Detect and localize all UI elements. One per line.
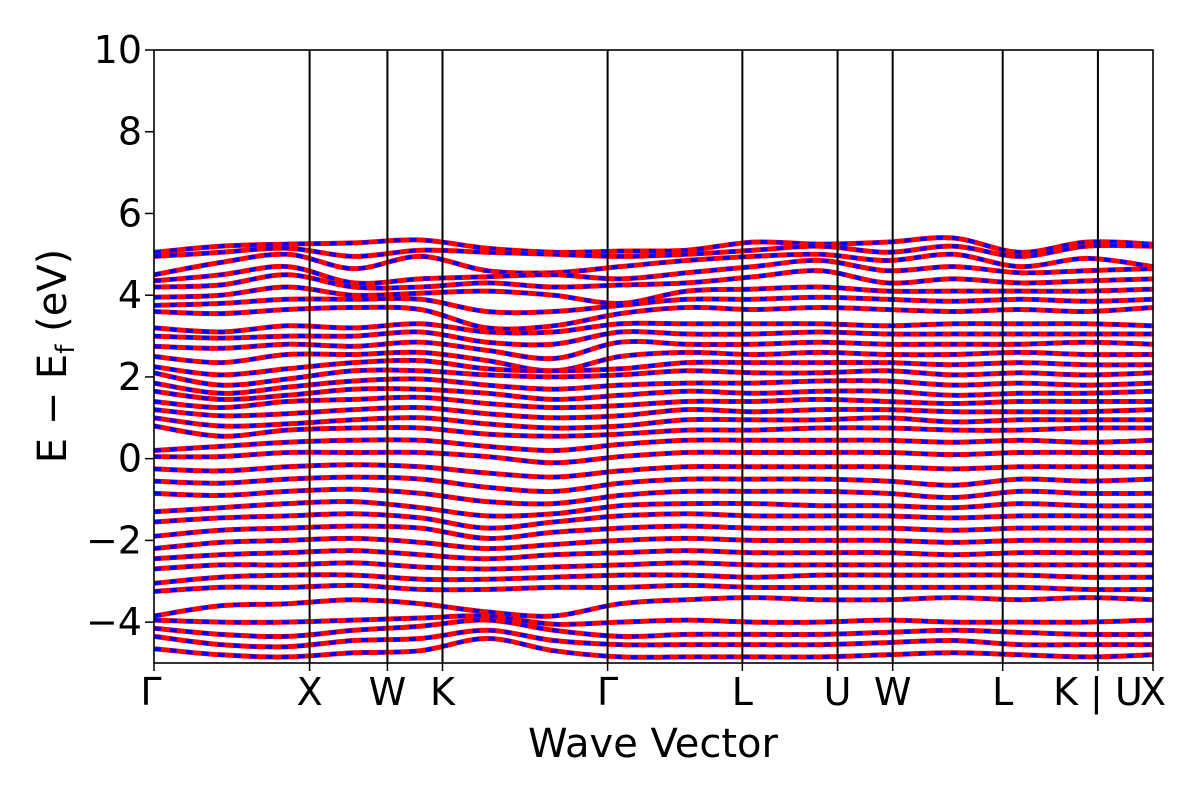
band-line-blue-20 <box>154 437 1153 453</box>
band-line-blue-21 <box>154 450 1153 465</box>
band-line-blue-24 <box>154 487 1153 506</box>
band-line-blue-4 <box>154 268 1153 291</box>
band-line-blue-36 <box>154 628 1153 649</box>
y-axis-label-subscript: f <box>51 344 81 354</box>
band-line-blue-28 <box>154 536 1153 551</box>
band-line-blue-7 <box>154 305 1153 332</box>
band-line-blue-37 <box>154 636 1153 660</box>
band-line-blue-3 <box>154 258 1153 286</box>
band-line-blue-27 <box>154 524 1153 541</box>
band-line-blue-29 <box>154 548 1153 561</box>
y-tick-label: 6 <box>118 191 142 235</box>
x-tick-label: K <box>430 670 456 714</box>
y-axis-label: E − Ef (eV) <box>30 249 81 464</box>
y-tick-label: −2 <box>86 518 142 562</box>
band-line-blue-33 <box>154 595 1153 619</box>
band-line-blue-10 <box>154 339 1153 361</box>
bands-layer <box>154 235 1153 660</box>
x-tick-label: X <box>297 670 323 714</box>
band-line-blue-12 <box>154 358 1153 377</box>
high-symmetry-lines <box>308 50 1099 663</box>
band-line-blue-34 <box>154 613 1153 627</box>
x-axis-label: Wave Vector <box>528 721 779 767</box>
band-line-blue-25 <box>154 499 1153 519</box>
band-line-blue-18 <box>154 415 1153 431</box>
band-line-blue-15 <box>154 386 1153 402</box>
y-axis-label-unit <box>30 332 76 345</box>
x-tick-label: W <box>874 670 912 714</box>
band-line-blue-8 <box>154 321 1153 335</box>
y-tick-label: 0 <box>118 437 142 481</box>
x-tick-label: Γ <box>140 670 161 714</box>
x-tick-label: Γ <box>597 670 618 714</box>
band-line-blue-19 <box>154 424 1153 439</box>
band-line-blue-9 <box>154 329 1153 347</box>
band-line-blue-32 <box>154 583 1153 594</box>
x-tick-label: W <box>369 670 407 714</box>
band-line-red-2 <box>154 251 1153 278</box>
band-line-blue-16 <box>154 395 1153 410</box>
x-tick-label: L <box>992 670 1013 714</box>
band-line-blue-30 <box>154 560 1153 571</box>
band-line-blue-6 <box>154 295 1153 315</box>
y-tick-label: 10 <box>94 28 142 72</box>
y-axis-ticks: −4 −2 0 2 4 6 8 10 <box>86 28 154 644</box>
band-line-blue-1 <box>154 243 1153 259</box>
x-tick-label: U <box>824 670 852 714</box>
x-tick-label: K | U <box>1053 670 1143 715</box>
x-tick-label: L <box>732 670 753 714</box>
y-tick-label: 4 <box>118 273 142 317</box>
y-axis-label-unit-text: (eV) <box>30 249 76 332</box>
band-line-blue-17 <box>154 405 1153 420</box>
band-line-blue-13 <box>154 367 1153 388</box>
y-tick-label: 2 <box>118 355 142 399</box>
band-line-blue-31 <box>154 572 1153 586</box>
x-tick-label: X <box>1140 670 1166 714</box>
y-tick-label: −4 <box>86 600 142 644</box>
band-line-blue-26 <box>154 511 1153 531</box>
y-tick-label: 8 <box>118 110 142 154</box>
band-line-blue-22 <box>154 462 1153 480</box>
plot-frame <box>153 49 1154 664</box>
band-line-blue-0 <box>154 235 1153 255</box>
band-line-blue-35 <box>154 618 1153 639</box>
band-line-blue-5 <box>154 284 1153 306</box>
band-line-blue-11 <box>154 350 1153 373</box>
y-axis-label-main: E − E <box>30 354 76 464</box>
band-line-blue-23 <box>154 475 1153 494</box>
band-line-blue-14 <box>154 376 1153 396</box>
